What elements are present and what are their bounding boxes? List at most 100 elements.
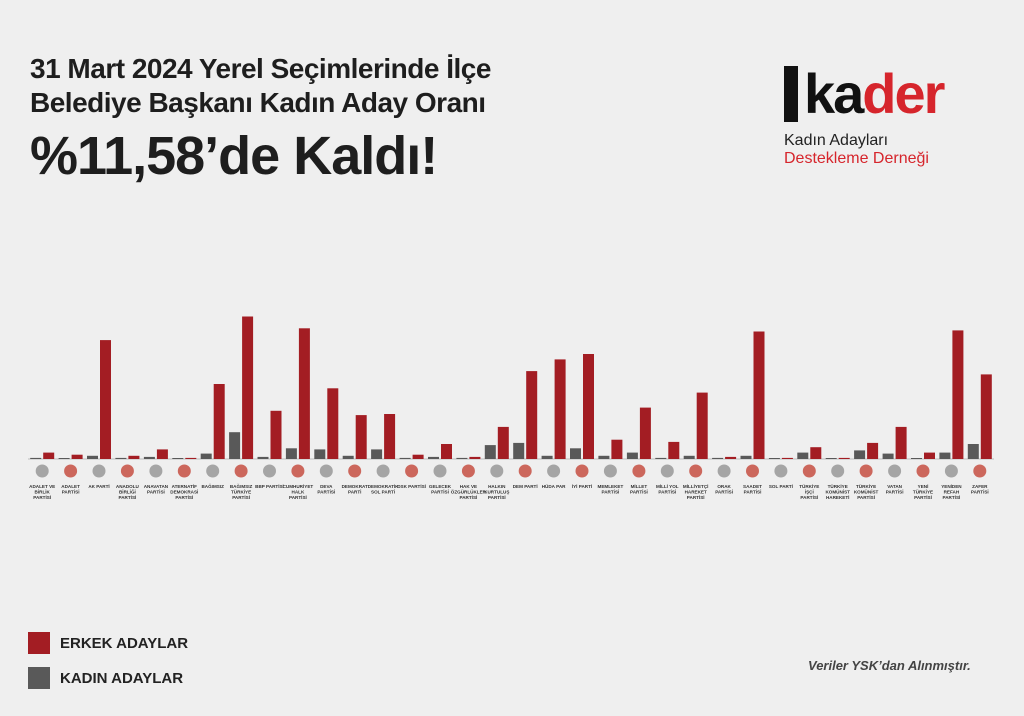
category-label: ZAFER PARTİSİ bbox=[971, 484, 989, 494]
category-label: MEMLEKET PARTİSİ bbox=[598, 484, 624, 494]
party-logo-icon bbox=[774, 464, 788, 478]
category-label: HAK VE ÖZGÜRLÜKLER PARTİSİ bbox=[451, 484, 487, 500]
bar-kadin bbox=[428, 456, 439, 459]
bar-erkek bbox=[270, 410, 282, 459]
category-label: BAĞIMSIZ TÜRKİYE PARTİSİ bbox=[230, 482, 253, 500]
bar-kadin bbox=[314, 449, 326, 459]
bar-kadin bbox=[143, 456, 155, 459]
bar-erkek bbox=[668, 441, 680, 459]
party-logo-icon bbox=[319, 464, 333, 478]
bar-erkek bbox=[895, 426, 907, 459]
bar-kadin bbox=[825, 458, 837, 459]
bar-erkek bbox=[213, 384, 225, 459]
bar-erkek bbox=[355, 415, 367, 459]
bar-kadin bbox=[200, 453, 212, 459]
bar-kadin bbox=[513, 442, 525, 459]
category-label: YENİDEN REFAH PARTİSİ bbox=[941, 483, 962, 500]
category-label: TÜRKİYE İŞÇİ PARTİSİ bbox=[799, 483, 819, 500]
bar-erkek bbox=[810, 447, 822, 459]
party-logo-icon bbox=[518, 464, 532, 478]
bar-kadin bbox=[285, 448, 297, 459]
category-label: BBP PARTİSİ bbox=[255, 483, 284, 489]
bar-kadin bbox=[712, 457, 724, 459]
bar-kadin bbox=[229, 432, 241, 459]
category-label: CUMHURİYET HALK PARTİSİ bbox=[283, 483, 314, 500]
legend-label-erkek: ERKEK ADAYLAR bbox=[60, 634, 189, 652]
party-logo-icon bbox=[916, 464, 930, 478]
legend-item-kadin: KADIN ADAYLAR bbox=[28, 667, 188, 689]
bar-kadin bbox=[371, 449, 383, 459]
bar-kadin bbox=[740, 455, 752, 459]
legend-label-kadin: KADIN ADAYLAR bbox=[60, 669, 184, 687]
category-label: HÜDA PAR bbox=[542, 483, 566, 489]
category-label: İYİ PARTİ bbox=[572, 483, 592, 489]
party-logo-icon bbox=[973, 464, 987, 478]
bar-erkek bbox=[156, 449, 168, 459]
bar-erkek bbox=[725, 456, 737, 459]
bar-kadin bbox=[570, 448, 581, 459]
category-label: MİLLİ YOL PARTİSİ bbox=[656, 483, 679, 494]
legend: ERKEK ADAYLAR KADIN ADAYLAR bbox=[28, 632, 188, 702]
party-logo-icon bbox=[234, 464, 248, 478]
bar-kadin bbox=[172, 458, 184, 459]
bar-erkek bbox=[639, 407, 651, 459]
category-label: SOL PARTİ bbox=[769, 483, 793, 489]
bar-erkek bbox=[327, 388, 339, 459]
category-label: VATAN PARTİSİ bbox=[886, 484, 904, 494]
category-label: ATERNATİF DEMOKRASİ PARTİSİ bbox=[170, 483, 198, 500]
bar-erkek bbox=[298, 328, 310, 459]
party-logo-icon bbox=[490, 464, 504, 478]
bar-kadin bbox=[768, 458, 780, 459]
bar-erkek bbox=[526, 371, 538, 459]
bar-erkek bbox=[980, 374, 992, 459]
logo-der: der bbox=[862, 62, 945, 125]
party-logo-icon bbox=[291, 464, 305, 478]
headline: 31 Mart 2024 Yerel Seçimlerinde İlçe Bel… bbox=[30, 52, 710, 186]
category-label: ADALET PARTİSİ bbox=[61, 484, 80, 494]
party-logo-icon bbox=[632, 464, 646, 478]
bar-erkek bbox=[469, 456, 481, 459]
category-label: GELECEK PARTİSİ bbox=[429, 484, 452, 494]
bar-kadin bbox=[30, 457, 42, 459]
headline-percentage: %11,58’de Kaldı! bbox=[30, 126, 438, 186]
bar-erkek bbox=[242, 316, 254, 459]
party-logo-icon bbox=[263, 464, 276, 478]
party-logo-icon bbox=[177, 464, 191, 478]
bar-erkek bbox=[753, 331, 765, 459]
bar-erkek bbox=[554, 359, 566, 459]
bar-erkek bbox=[952, 330, 964, 459]
bar-erkek bbox=[71, 454, 83, 459]
headline-line-2: Belediye Başkanı Kadın Aday Oranı bbox=[30, 87, 486, 118]
category-label: BAĞIMSIZ bbox=[201, 482, 224, 489]
party-logo-icon bbox=[92, 464, 106, 478]
party-logo-icon bbox=[405, 464, 419, 478]
bar-kadin bbox=[456, 457, 468, 459]
source-note: Veriler YSK’dan Alınmıştır. bbox=[808, 658, 971, 673]
logo-black-block bbox=[784, 66, 798, 122]
bar-erkek bbox=[781, 457, 793, 459]
party-logo-icon bbox=[348, 464, 362, 478]
bar-erkek bbox=[497, 426, 509, 459]
bar-kadin bbox=[626, 452, 638, 459]
category-label: TÜRKİYE KOMÜNİST HAREKETİ bbox=[825, 483, 850, 500]
bar-erkek bbox=[100, 340, 111, 459]
logo-mark: ka der bbox=[784, 62, 1004, 122]
category-label: DEM PARTİ bbox=[513, 483, 538, 489]
category-label: ANADOLU BİRLİĞİ PARTİSİ bbox=[116, 484, 140, 500]
bar-kadin bbox=[939, 452, 951, 459]
legend-swatch-kadin bbox=[28, 667, 50, 689]
bar-kadin bbox=[911, 458, 922, 459]
bar-kadin bbox=[683, 455, 695, 459]
party-logo-icon bbox=[944, 464, 958, 478]
headline-line-1: 31 Mart 2024 Yerel Seçimlerinde İlçe bbox=[30, 53, 491, 84]
category-label: DEVA PARTİSİ bbox=[317, 484, 335, 494]
party-logo-icon bbox=[376, 464, 390, 478]
party-logo-icon bbox=[831, 464, 845, 478]
category-label: TÜRKİYE KOMÜNİST PARTİSİ bbox=[854, 483, 879, 500]
bar-erkek bbox=[611, 439, 623, 459]
party-logo-icon bbox=[64, 464, 78, 478]
party-logo-icon bbox=[603, 464, 617, 478]
bar-erkek bbox=[185, 457, 197, 459]
category-label: MİLLİYETÇİ HAREKET PARTİSİ bbox=[683, 483, 709, 500]
